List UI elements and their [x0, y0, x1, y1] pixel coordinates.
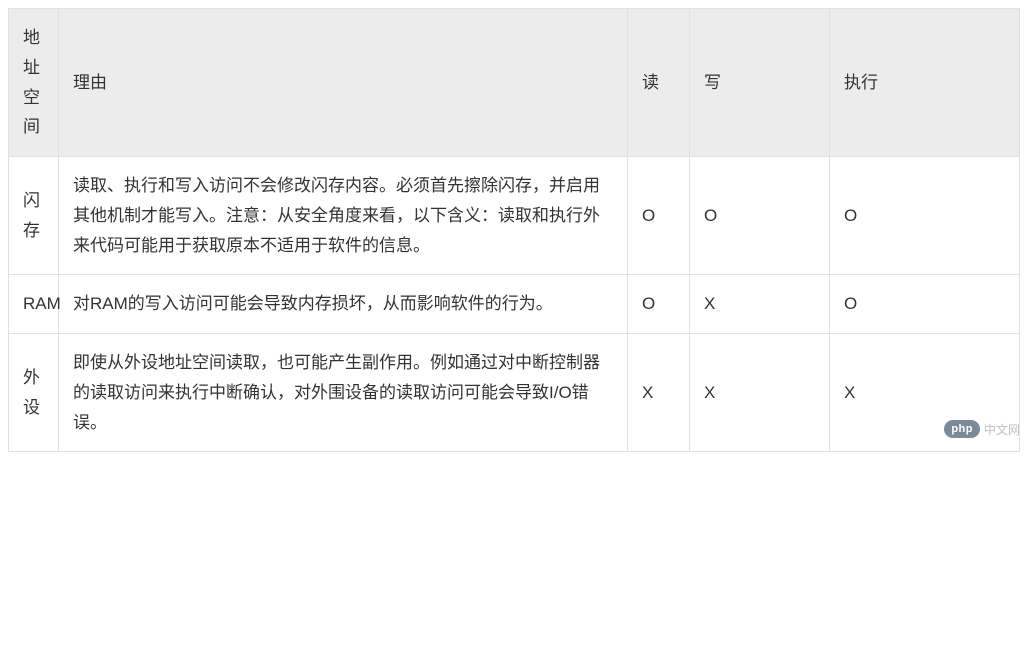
header-reason: 理由: [59, 9, 628, 157]
cell-reason: 对RAM的写入访问可能会导致内存损坏，从而影响软件的行为。: [59, 275, 628, 334]
table-row: 外设 即使从外设地址空间读取，也可能产生副作用。例如通过对中断控制器的读取访问来…: [9, 334, 1020, 452]
table-row: RAM 对RAM的写入访问可能会导致内存损坏，从而影响软件的行为。 O X O: [9, 275, 1020, 334]
cell-addr-space: RAM: [9, 275, 59, 334]
table-container: 地址空间 理由 读 写 执行 闪存 读取、执行和写入访问不会修改闪存内容。必须首…: [0, 0, 1028, 460]
header-write: 写: [690, 9, 830, 157]
cell-write: O: [690, 157, 830, 275]
header-addr-space: 地址空间: [9, 9, 59, 157]
cell-read: O: [628, 157, 690, 275]
table-body: 闪存 读取、执行和写入访问不会修改闪存内容。必须首先擦除闪存，并启用其他机制才能…: [9, 157, 1020, 452]
header-row: 地址空间 理由 读 写 执行: [9, 9, 1020, 157]
cell-reason: 读取、执行和写入访问不会修改闪存内容。必须首先擦除闪存，并启用其他机制才能写入。…: [59, 157, 628, 275]
table-row: 闪存 读取、执行和写入访问不会修改闪存内容。必须首先擦除闪存，并启用其他机制才能…: [9, 157, 1020, 275]
cell-addr-space: 闪存: [9, 157, 59, 275]
cell-read: X: [628, 334, 690, 452]
cell-write: X: [690, 275, 830, 334]
cell-write: X: [690, 334, 830, 452]
cell-addr-space: 外设: [9, 334, 59, 452]
cell-exec: X: [830, 334, 1020, 452]
permissions-table: 地址空间 理由 读 写 执行 闪存 读取、执行和写入访问不会修改闪存内容。必须首…: [8, 8, 1020, 452]
cell-read: O: [628, 275, 690, 334]
cell-reason: 即使从外设地址空间读取，也可能产生副作用。例如通过对中断控制器的读取访问来执行中…: [59, 334, 628, 452]
header-exec: 执行: [830, 9, 1020, 157]
table-head: 地址空间 理由 读 写 执行: [9, 9, 1020, 157]
cell-exec: O: [830, 275, 1020, 334]
header-read: 读: [628, 9, 690, 157]
cell-exec: O: [830, 157, 1020, 275]
